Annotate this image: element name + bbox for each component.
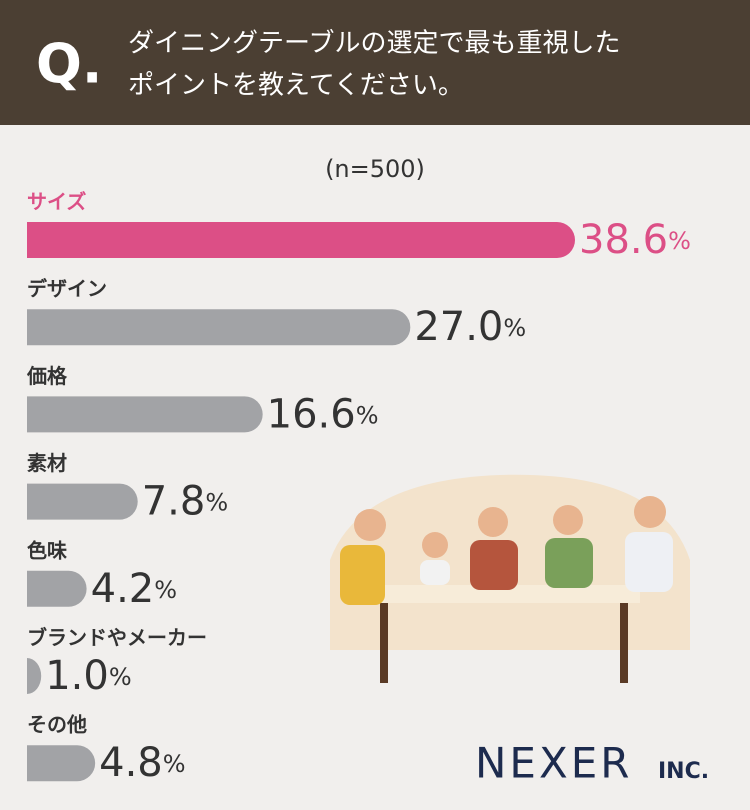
sample-size: (n=500) bbox=[325, 155, 425, 183]
category-label: ブランドやメーカー bbox=[27, 626, 207, 650]
bar bbox=[27, 309, 411, 346]
question-line: ポイントを教えてください。 bbox=[128, 71, 464, 101]
value-unit: % bbox=[503, 314, 526, 342]
value-label: 38.6% bbox=[579, 217, 691, 263]
value-unit: % bbox=[154, 576, 177, 604]
value-unit: % bbox=[109, 663, 132, 691]
bar bbox=[27, 222, 575, 258]
header-band bbox=[0, 0, 750, 125]
value-label: 4.2% bbox=[91, 566, 177, 612]
bar bbox=[27, 396, 263, 433]
value-label: 16.6% bbox=[267, 391, 379, 437]
value-unit: % bbox=[356, 401, 379, 429]
category-label: サイズ bbox=[27, 190, 86, 214]
question-line: ダイニングテーブルの選定で最も重視した bbox=[128, 29, 620, 59]
bar bbox=[27, 483, 138, 520]
value-unit: % bbox=[205, 489, 228, 517]
value-label: 1.0% bbox=[45, 653, 131, 699]
category-label: デザイン bbox=[27, 277, 107, 301]
value-unit: % bbox=[163, 750, 186, 778]
value-number: 4.2 bbox=[91, 566, 155, 612]
bar bbox=[27, 745, 96, 782]
category-label: 価格 bbox=[26, 364, 68, 388]
value-number: 4.8 bbox=[99, 740, 163, 786]
bar bbox=[27, 570, 87, 607]
q-mark: Q. bbox=[36, 33, 102, 96]
logo: NEXER bbox=[475, 739, 632, 788]
logo-suffix: INC. bbox=[658, 759, 709, 784]
value-number: 16.6 bbox=[267, 391, 356, 437]
value-number: 1.0 bbox=[45, 653, 109, 699]
category-label: 色味 bbox=[27, 538, 67, 562]
value-label: 4.8% bbox=[99, 740, 185, 786]
value-number: 7.8 bbox=[142, 479, 206, 525]
bar bbox=[27, 658, 42, 694]
value-label: 7.8% bbox=[142, 479, 228, 525]
illustration bbox=[330, 474, 690, 683]
value-label: 27.0% bbox=[414, 304, 526, 350]
value-number: 38.6 bbox=[579, 217, 668, 263]
value-unit: % bbox=[668, 227, 691, 255]
value-number: 27.0 bbox=[414, 304, 503, 350]
category-label: その他 bbox=[27, 713, 87, 737]
category-label: 素材 bbox=[27, 451, 67, 475]
